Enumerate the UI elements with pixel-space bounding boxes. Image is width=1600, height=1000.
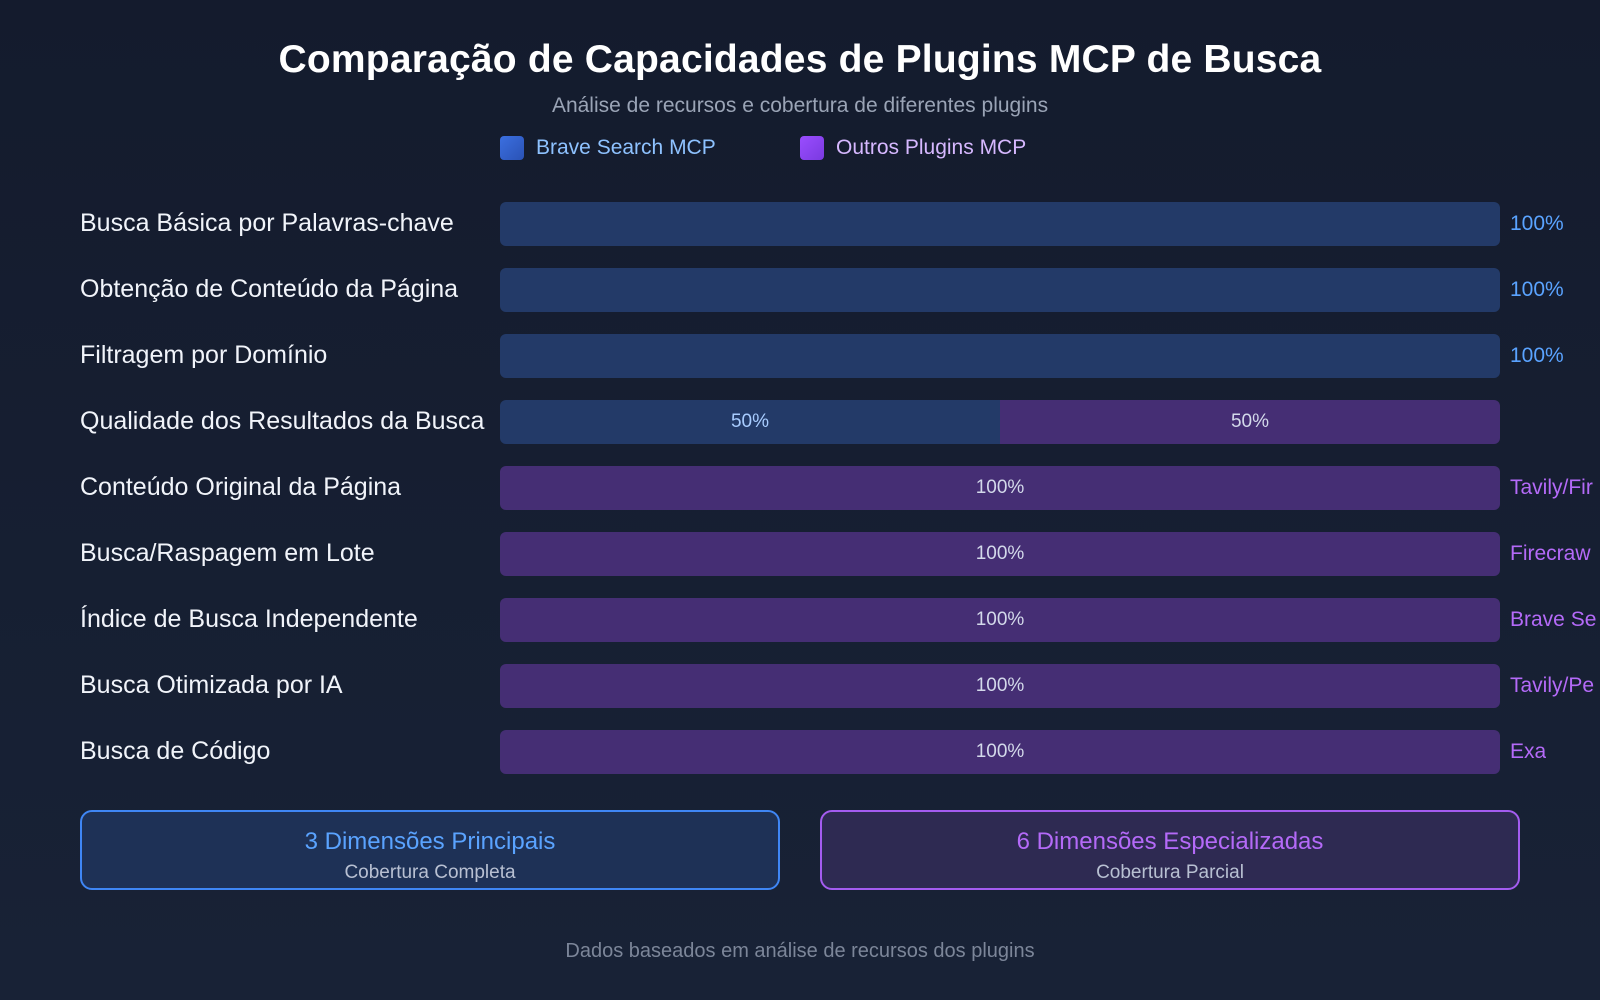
category-label: Qualidade dos Resultados da Busca xyxy=(80,407,485,435)
legend-item-other: Outros Plugins MCP xyxy=(800,136,1026,160)
bar-end-label: Brave Se xyxy=(1510,608,1597,631)
summary-card-specialized-subtitle: Cobertura Parcial xyxy=(1096,862,1244,883)
bar-chart: Busca Básica por Palavras-chave 100% Obten… xyxy=(0,190,1600,790)
bar-end-label: Tavily/Fir xyxy=(1510,476,1593,499)
bar-value-label: 100% xyxy=(975,477,1025,498)
bar-other xyxy=(500,598,1500,642)
bar-value-label: 100% xyxy=(975,675,1025,696)
bar-value-label: 100% xyxy=(975,609,1025,630)
summary-card-specialized: 6 Dimensões Especializadas Cobertura Par… xyxy=(820,810,1520,890)
bar-other xyxy=(1000,400,1500,444)
bar-brave xyxy=(500,400,1000,444)
chart-subtitle: Análise de recursos e cobertura de difer… xyxy=(551,94,1049,117)
bar-other xyxy=(500,532,1500,576)
legend-swatch-brave xyxy=(500,136,524,160)
bar-other xyxy=(500,664,1500,708)
category-label: Filtragem por Domínio xyxy=(80,341,328,369)
legend-swatch-other xyxy=(800,136,824,160)
bar-value-label: 100% xyxy=(975,741,1025,762)
summary-card-core-title: 3 Dimensões Principais xyxy=(304,828,556,855)
category-label: Obtenção de Conteúdo da Página xyxy=(80,275,459,303)
bar-value-label: 100% xyxy=(975,543,1025,564)
bar-value-label: 50% xyxy=(1230,411,1270,432)
bar-other xyxy=(500,730,1500,774)
bar-end-label: 100% xyxy=(1510,212,1564,235)
bar-end-label: Firecraw xyxy=(1510,542,1591,565)
bar-brave xyxy=(500,334,1500,378)
summary-card-core: 3 Dimensões Principais Cobertura Complet… xyxy=(80,810,780,890)
category-label: Busca/Raspagem em Lote xyxy=(80,539,375,567)
category-label: Busca Otimizada por IA xyxy=(80,671,343,699)
bar-value-label: 50% xyxy=(730,411,770,432)
legend-label-brave: Brave Search MCP xyxy=(536,136,716,159)
category-label: Busca de Código xyxy=(80,737,271,765)
bar-end-label: Exa xyxy=(1510,740,1547,763)
category-label: Índice de Busca Independente xyxy=(80,605,418,633)
legend: Brave Search MCP Outros Plugins MCP xyxy=(500,136,1120,166)
bar-end-label: 100% xyxy=(1510,344,1564,367)
chart-title: Comparação de Capacidades de Plugins MCP… xyxy=(278,38,1322,81)
bar-end-label: 100% xyxy=(1510,278,1564,301)
category-label: Busca Básica por Palavras-chave xyxy=(80,209,454,237)
bar-brave xyxy=(500,202,1500,246)
footer-note: Dados baseados em análise de recursos do… xyxy=(565,940,1035,962)
legend-label-other: Outros Plugins MCP xyxy=(836,136,1027,159)
bar-other xyxy=(500,466,1500,510)
legend-item-brave: Brave Search MCP xyxy=(500,136,716,160)
summary-card-specialized-title: 6 Dimensões Especializadas xyxy=(1016,828,1324,855)
summary-card-core-subtitle: Cobertura Completa xyxy=(344,862,516,883)
category-label: Conteúdo Original da Página xyxy=(80,473,402,501)
bar-end-label: Tavily/Pe xyxy=(1510,674,1595,697)
bar-brave xyxy=(500,268,1500,312)
